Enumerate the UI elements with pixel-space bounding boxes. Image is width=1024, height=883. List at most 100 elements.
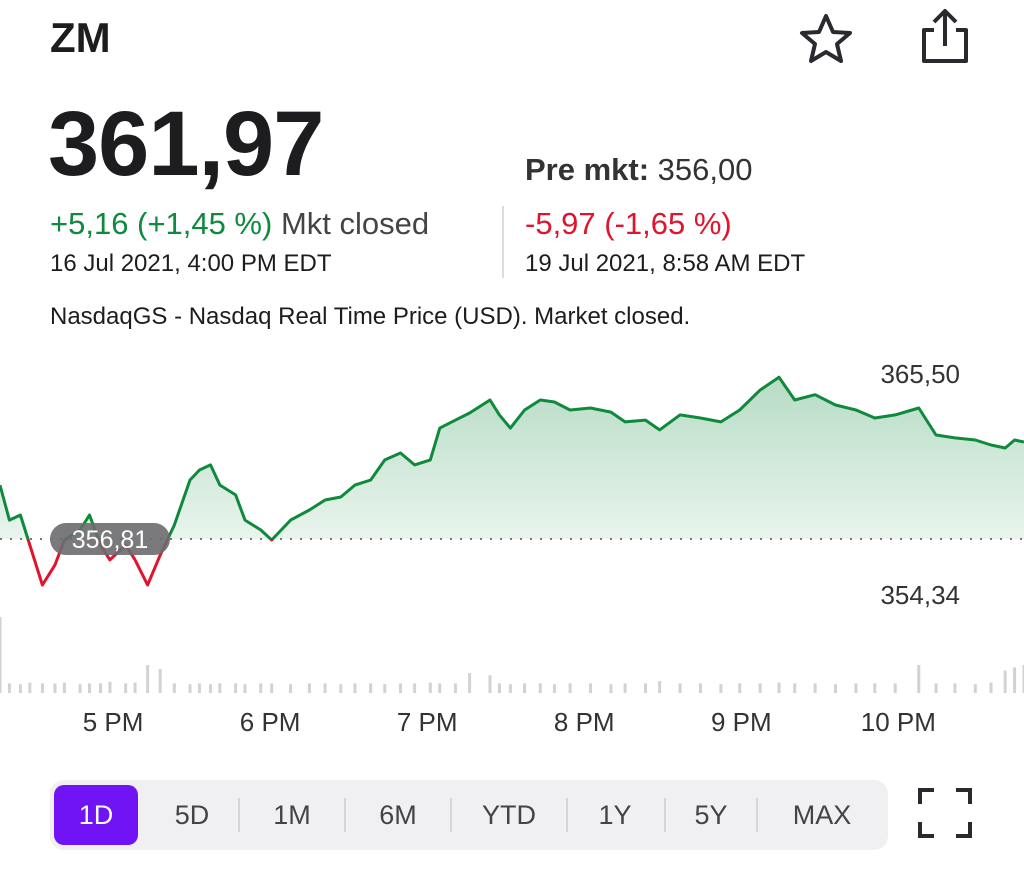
status: Mkt closed — [280, 206, 430, 241]
volume-bar — [7, 683, 11, 693]
price-area — [0, 377, 1024, 540]
volume-bar — [623, 683, 627, 693]
change: +5,16 (+1,45 %) — [50, 206, 273, 241]
volume-bar — [158, 669, 162, 693]
volume-bar — [719, 684, 723, 693]
time: 16 Jul 2021, 4:00 PM EDT — [50, 250, 332, 277]
volume-bar — [1022, 665, 1024, 693]
volume-bar — [124, 683, 128, 693]
volume-bar — [18, 684, 22, 693]
volume-bar — [146, 665, 150, 693]
volume-bar — [383, 684, 387, 693]
volume-bar — [658, 681, 662, 693]
star-icon — [800, 14, 852, 63]
x-tick-label: 10 PM — [861, 707, 936, 737]
volume-bar — [353, 683, 357, 693]
volume-bar — [398, 683, 402, 693]
volume-bar — [339, 684, 343, 693]
volume-bar — [973, 684, 977, 693]
range-tab[interactable]: 1M — [273, 800, 311, 830]
volume-bar — [1003, 670, 1007, 693]
volume-bar — [893, 683, 897, 693]
range-tab[interactable]: MAX — [792, 800, 852, 830]
tab-separator — [566, 798, 568, 832]
volume-bar — [243, 684, 247, 693]
volume-bar — [538, 683, 542, 693]
volume-bar — [88, 683, 92, 693]
volume-bar — [188, 684, 192, 693]
volume-bar — [108, 681, 112, 693]
volume-bar — [428, 682, 432, 693]
volume-bar — [508, 684, 512, 693]
range-tab[interactable]: 5Y — [694, 800, 728, 830]
x-tick-label: 8 PM — [554, 707, 615, 737]
share-icon — [922, 9, 968, 63]
volume-bar — [813, 683, 817, 693]
note: NasdaqGS - Nasdaq Real Time Price (USD).… — [50, 303, 691, 330]
volume-bar — [323, 683, 327, 693]
volume-bar — [62, 682, 66, 693]
divider — [502, 206, 504, 278]
volume-bar — [78, 684, 82, 693]
volume-bar — [413, 683, 417, 693]
volume-bar — [270, 683, 274, 693]
pre-label: Pre mkt: — [525, 152, 650, 187]
volume-bar — [133, 682, 137, 693]
volume-bar — [777, 682, 781, 693]
range-tab[interactable]: 6M — [379, 800, 417, 830]
volume-bar — [989, 682, 993, 693]
volume-bar — [218, 683, 222, 693]
y-tick-label: 354,34 — [880, 580, 960, 610]
ticker: ZM — [50, 14, 111, 61]
volume-bar — [793, 683, 797, 693]
volume-bar — [234, 683, 238, 693]
volume-bar — [643, 683, 647, 693]
reference-label: 356,81 — [72, 526, 148, 554]
x-tick-label: 5 PM — [83, 707, 144, 737]
y-tick-label: 365,50 — [880, 359, 960, 389]
volume-bar — [453, 683, 457, 693]
range-tab[interactable]: YTD — [482, 800, 536, 830]
pre-time: 19 Jul 2021, 8:58 AM EDT — [525, 250, 806, 277]
volume-bar — [934, 683, 938, 693]
volume-bar — [40, 683, 44, 693]
volume-bar — [0, 617, 2, 693]
pre-line: Pre mkt: 356,00 — [525, 152, 753, 188]
x-tick-label: 9 PM — [711, 707, 772, 737]
volume-bar — [738, 683, 742, 693]
volume-bar — [99, 683, 103, 693]
volume-bar — [609, 684, 613, 693]
fullscreen-button[interactable] — [912, 782, 978, 844]
volume-bar — [568, 683, 572, 693]
x-tick-label: 6 PM — [240, 707, 301, 737]
tab-separator — [238, 798, 240, 832]
price: 361,97 — [48, 93, 324, 195]
volume-bar — [523, 683, 527, 693]
volume-bar — [488, 675, 492, 693]
fullscreen-icon — [918, 788, 972, 838]
star-button[interactable] — [796, 8, 860, 70]
pre-change: -5,97 (-1,65 %) — [525, 206, 732, 241]
chart: 356,81 365,50 354,34 5 PM 6 PM 7 PM 8 PM 9 PM 10… — [0, 359, 1024, 737]
volume-bar — [259, 683, 263, 693]
range-tab[interactable]: 5D — [174, 800, 210, 830]
volume-bar — [438, 683, 442, 693]
volume-bar — [53, 683, 57, 693]
volume-bar — [917, 665, 921, 693]
volume-bar — [953, 683, 957, 693]
volume-bar — [208, 684, 212, 693]
volume-bar — [834, 684, 838, 693]
tab-separator — [344, 798, 346, 832]
volume-bar — [854, 683, 858, 693]
volume-bar — [307, 683, 311, 693]
volume-bar — [678, 683, 682, 693]
range-tab[interactable]: 1D — [54, 785, 138, 845]
range-tab[interactable]: 1Y — [598, 800, 632, 830]
volume-bar — [289, 684, 293, 693]
volume-bar — [369, 683, 373, 693]
volume-bar — [28, 682, 32, 693]
volume-bar — [197, 683, 201, 693]
volume-bar — [1013, 667, 1017, 693]
share-button[interactable] — [916, 6, 976, 66]
